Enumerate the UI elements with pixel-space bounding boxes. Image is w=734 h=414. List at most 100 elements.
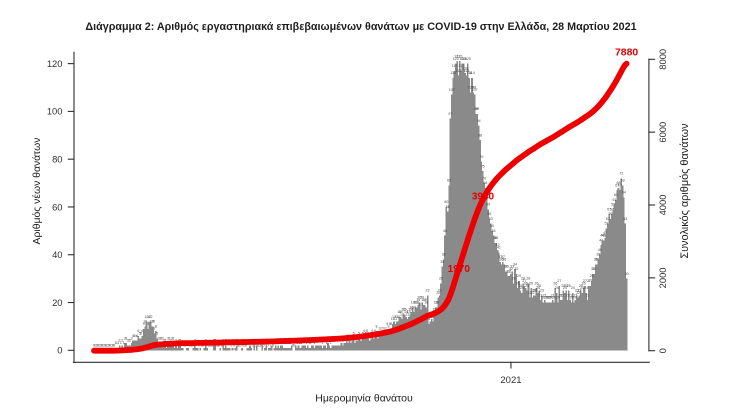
bar-day-44 — [152, 326, 154, 351]
bar-value-label: 24 — [520, 286, 524, 290]
bar-value-label: 51 — [604, 222, 608, 226]
bar-value-label: 99 — [474, 107, 478, 111]
bar-value-label: 27 — [588, 279, 592, 283]
bar-day-134 — [273, 347, 276, 351]
bar-value-label: 9 — [389, 322, 391, 326]
bar-day-121 — [255, 345, 258, 351]
bar-value-label: 27 — [557, 279, 561, 283]
bar-day-174 — [327, 343, 329, 351]
bar-day-41 — [148, 321, 150, 351]
bar-value-label: 6 — [363, 329, 365, 333]
bar-value-label: 1 — [115, 341, 117, 345]
bar-day-147 — [290, 345, 293, 351]
bar-day-32 — [136, 340, 138, 351]
bar-day-363 — [581, 292, 584, 351]
bar-value-label: 0 — [106, 344, 108, 348]
bar-day-389 — [616, 190, 619, 351]
bar-day-145 — [288, 347, 290, 351]
bar-value-label: 20 — [548, 296, 552, 300]
bar-value-label: 24 — [536, 286, 540, 290]
bar-value-label: 24 — [571, 286, 575, 290]
bar-day-295 — [489, 223, 492, 351]
bar-day-317 — [519, 290, 522, 351]
bar-value-label: 25 — [561, 284, 565, 288]
bar-day-308 — [507, 276, 510, 351]
bar-day-167 — [317, 345, 320, 351]
bar-day-313 — [514, 269, 516, 351]
bar-value-label: 30 — [625, 272, 629, 276]
bar-value-label: 7 — [378, 327, 380, 331]
bar-value-label: 1 — [322, 341, 324, 345]
bar-day-128 — [265, 345, 267, 351]
bar-value-label: 0 — [221, 344, 223, 348]
bar-day-138 — [278, 347, 281, 351]
bar-day-77 — [196, 347, 199, 351]
bar-day-309 — [508, 276, 511, 351]
bar-day-334 — [542, 302, 545, 351]
bar-day-236 — [410, 312, 413, 351]
bar-day-39 — [145, 321, 148, 351]
bar-day-261 — [444, 235, 446, 351]
bar-day-336 — [545, 302, 547, 351]
bar-day-269 — [455, 63, 457, 351]
bar-day-180 — [335, 345, 337, 351]
bar-day-359 — [576, 295, 578, 351]
bar-day-240 — [415, 307, 418, 351]
bar-value-label: 53 — [489, 217, 493, 221]
bar-day-225 — [395, 321, 398, 351]
bar-day-367 — [586, 300, 589, 351]
bar-value-label: 12 — [144, 315, 148, 319]
bar-value-label: 18 — [435, 301, 439, 305]
bar-day-172 — [324, 345, 327, 351]
bar-day-159 — [307, 345, 309, 351]
bar-day-384 — [609, 218, 612, 351]
bar-value-label: 18 — [434, 301, 438, 305]
bar-value-label: 0 — [215, 344, 217, 348]
bar-value-label: 27 — [587, 279, 591, 283]
bar-day-90 — [214, 345, 216, 351]
bar-day-176 — [329, 347, 332, 351]
bar-value-label: 1 — [326, 341, 328, 345]
bar-day-386 — [612, 209, 614, 351]
bar-day-58 — [171, 343, 173, 351]
bar-value-label: 94 — [477, 119, 481, 123]
bar-day-96 — [222, 345, 224, 351]
bar-value-label: 46 — [600, 234, 604, 238]
bar-value-label: 25 — [567, 284, 571, 288]
bar-day-300 — [496, 249, 499, 351]
bar-value-label: 22 — [436, 291, 440, 295]
bar-day-320 — [523, 285, 526, 351]
bar-value-label: 0 — [230, 344, 232, 348]
bar-day-119 — [253, 345, 255, 351]
bar-day-89 — [212, 345, 215, 351]
bar-value-label: 114 — [469, 71, 475, 75]
right-tick-label: 8000 — [657, 49, 668, 70]
bar-day-342 — [553, 302, 555, 351]
bar-value-label: 20 — [569, 296, 573, 300]
bar-value-label: 50 — [490, 224, 494, 228]
bar-day-254 — [434, 307, 437, 351]
bar-value-label: 97 — [448, 112, 452, 116]
bar-value-label: 0 — [94, 344, 96, 348]
bar-value-label: 99 — [475, 107, 479, 111]
bar-day-151 — [296, 347, 298, 351]
bar-day-75 — [194, 345, 196, 351]
bar-day-153 — [298, 347, 301, 351]
bar-value-label: 108 — [468, 85, 474, 89]
bar-value-label: 108 — [470, 85, 476, 89]
bar-day-229 — [401, 319, 403, 351]
bar-value-label: 26 — [524, 281, 528, 285]
bar-value-label: 0 — [258, 344, 260, 348]
bar-value-label: 15 — [432, 308, 436, 312]
bar-day-332 — [539, 300, 542, 351]
axis-titles: Αριθμός νέων θανάτων Συνολικός αριθμός θα… — [31, 123, 691, 405]
bar-value-label: 21 — [574, 293, 578, 297]
bar-day-305 — [503, 264, 506, 351]
bar-day-204 — [367, 338, 370, 351]
bar-day-344 — [555, 292, 558, 351]
bar-day-144 — [286, 347, 289, 351]
bar-day-253 — [433, 314, 436, 351]
bar-value-label: 12 — [396, 315, 400, 319]
bar-value-label: 3 — [125, 336, 127, 340]
bar-day-251 — [430, 319, 433, 351]
